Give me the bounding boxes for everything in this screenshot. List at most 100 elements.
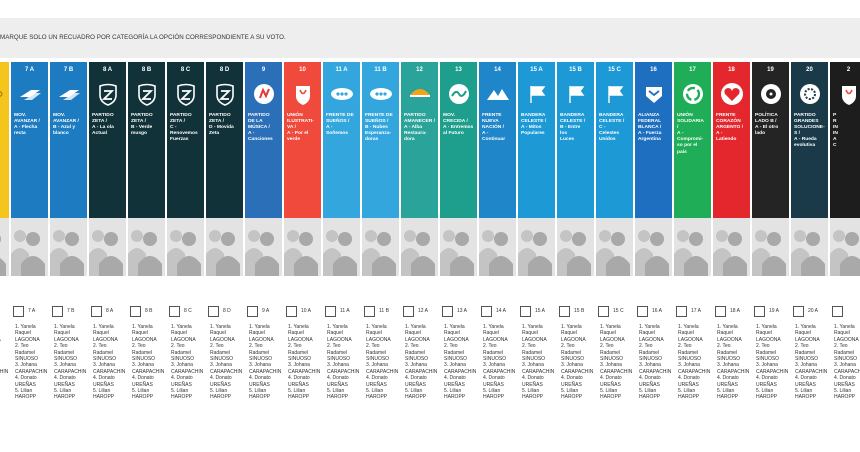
party-name: PARTIDO GRANDES SOLUCIONE- S / A - Rueda… (791, 110, 828, 218)
list-number: 8 B (128, 62, 165, 78)
vote-checkbox[interactable] (559, 305, 570, 317)
vote-option[interactable]: 8 C (167, 302, 204, 320)
candidate-list: 1. Yanela Raquel LAGOONA 2. Teo Radamel … (479, 322, 516, 440)
vote-checkbox[interactable] (520, 305, 531, 317)
list-code: 16 A (652, 308, 663, 314)
list-number: 18 (713, 62, 750, 78)
sunrise-icon (401, 78, 438, 110)
candidate-photos (89, 218, 126, 276)
candidate-photos (50, 218, 87, 276)
vote-option[interactable]: 7 B (50, 302, 87, 320)
candidate-list: 1. Yanela Raquel LAGOONA 2. Teo Radamel … (440, 322, 477, 440)
vote-checkbox[interactable] (130, 305, 141, 317)
candidate-photos (245, 218, 282, 276)
vote-checkbox[interactable] (286, 305, 297, 317)
list-code: 13 A (457, 308, 468, 314)
list-number: 20 (791, 62, 828, 78)
vote-option[interactable]: 12 A (401, 302, 438, 320)
party-column: 15 A BANDERA CELESTE / A - Mitos Populare… (518, 62, 555, 440)
vote-checkbox[interactable] (364, 305, 375, 317)
list-number: 15 A (518, 62, 555, 78)
vote-option[interactable]: 14 A (479, 302, 516, 320)
candidate-photo-icon (557, 230, 591, 276)
party-name: FRENTE NUEVA NACIÓN / A - Continuar (479, 110, 516, 218)
list-code: 20 A (808, 308, 819, 314)
vote-checkbox[interactable] (247, 305, 258, 317)
vote-option[interactable]: 16 A (635, 302, 672, 320)
vote-checkbox[interactable] (208, 305, 219, 317)
vote-option[interactable]: 7 A (11, 302, 48, 320)
vote-option[interactable]: 8 B (128, 302, 165, 320)
party-name: PARTIDO AMANECER / A - Alba Restaura- do… (401, 110, 438, 218)
vote-checkbox[interactable] (676, 305, 687, 317)
vote-option[interactable]: 8 D (206, 302, 243, 320)
candidate-photos (557, 218, 594, 276)
vote-option[interactable]: 20 A (791, 302, 828, 320)
candidate-photo-icon (479, 230, 513, 276)
candidate-photos (830, 218, 860, 276)
vote-checkbox[interactable] (91, 305, 102, 317)
list-number: 15 C (596, 62, 633, 78)
party-column: 15 C BANDERA CELESTE / C - Celestes Unido… (596, 62, 633, 440)
vote-option[interactable] (830, 302, 860, 320)
vote-option[interactable]: 15 B (557, 302, 594, 320)
vote-checkbox[interactable] (13, 305, 24, 317)
vote-checkbox[interactable] (481, 305, 492, 317)
vote-option[interactable]: 13 A (440, 302, 477, 320)
emblem-icon (830, 78, 860, 110)
heart-icon (713, 78, 750, 110)
vote-checkbox[interactable] (832, 305, 843, 317)
candidate-photo-icon (245, 230, 279, 276)
list-code: 15 B (574, 308, 585, 314)
candidate-list: 1. Yanela Raquel LAGOONA 2. Teo Radamel … (50, 322, 87, 440)
vote-checkbox[interactable] (754, 305, 765, 317)
vote-option[interactable]: 9 A (245, 302, 282, 320)
vote-option[interactable]: 8 A (89, 302, 126, 320)
list-number: 6 B (0, 62, 9, 78)
vote-checkbox[interactable] (442, 305, 453, 317)
party-column: 17 UNIÓN SOLIDARIA / A - Compromi- so por… (674, 62, 711, 440)
list-code: 9 A (262, 308, 270, 314)
vote-option[interactable]: 17 A (674, 302, 711, 320)
vote-checkbox[interactable] (325, 305, 336, 317)
candidate-photo-icon (167, 230, 201, 276)
vote-checkbox[interactable] (715, 305, 726, 317)
candidate-list: 1. Yanela Raquel LAGOONA 2. Teo Radamel … (206, 322, 243, 440)
candidate-photos (0, 218, 9, 276)
vote-checkbox[interactable] (403, 305, 414, 317)
list-number: 13 (440, 62, 477, 78)
wave-icon (440, 78, 477, 110)
vote-option[interactable]: 6 B (0, 302, 9, 320)
list-code: 18 A (730, 308, 741, 314)
vote-option[interactable]: 15 A (518, 302, 555, 320)
candidate-photos (479, 218, 516, 276)
list-code: 8 B (145, 308, 153, 314)
party-name: POLÍTICA LADO B / A - El otro lado (752, 110, 789, 218)
vote-checkbox[interactable] (793, 305, 804, 317)
vote-option[interactable]: 10 A (284, 302, 321, 320)
vote-checkbox[interactable] (598, 305, 609, 317)
candidate-photos (323, 218, 360, 276)
vote-option[interactable]: 11 A (323, 302, 360, 320)
list-number: 9 (245, 62, 282, 78)
instruction-banner (0, 18, 860, 58)
vote-checkbox[interactable] (52, 305, 63, 317)
candidate-list: 1. Yanela Raquel LAGOONA 2. Teo Radamel … (11, 322, 48, 440)
vote-option[interactable]: 19 A (752, 302, 789, 320)
list-number: 15 B (557, 62, 594, 78)
vote-checkbox[interactable] (637, 305, 648, 317)
candidate-photo-icon (362, 230, 396, 276)
party-column: 11 B FRENTE DE SUEÑOS / B - Nubes Esperan… (362, 62, 399, 440)
party-column: 19 POLÍTICA LADO B / A - El otro lado 19 A… (752, 62, 789, 440)
party-column: 16 ALIANZA FEDERAL BLANCA / A - Fuerza Ar… (635, 62, 672, 440)
flag-icon (596, 78, 633, 110)
candidate-photos (791, 218, 828, 276)
vote-option[interactable]: 11 B (362, 302, 399, 320)
candidate-photo-icon (284, 230, 318, 276)
music-icon (245, 78, 282, 110)
vote-checkbox[interactable] (169, 305, 180, 317)
party-column: 18 FRENTE CORAZÓN ARGENTO / A - Latiendo 1… (713, 62, 750, 440)
vote-option[interactable]: 15 C (596, 302, 633, 320)
vote-option[interactable]: 18 A (713, 302, 750, 320)
party-column: 8 C PARTIDO ZETA / C - Renovemos Fuerzas 8… (167, 62, 204, 440)
